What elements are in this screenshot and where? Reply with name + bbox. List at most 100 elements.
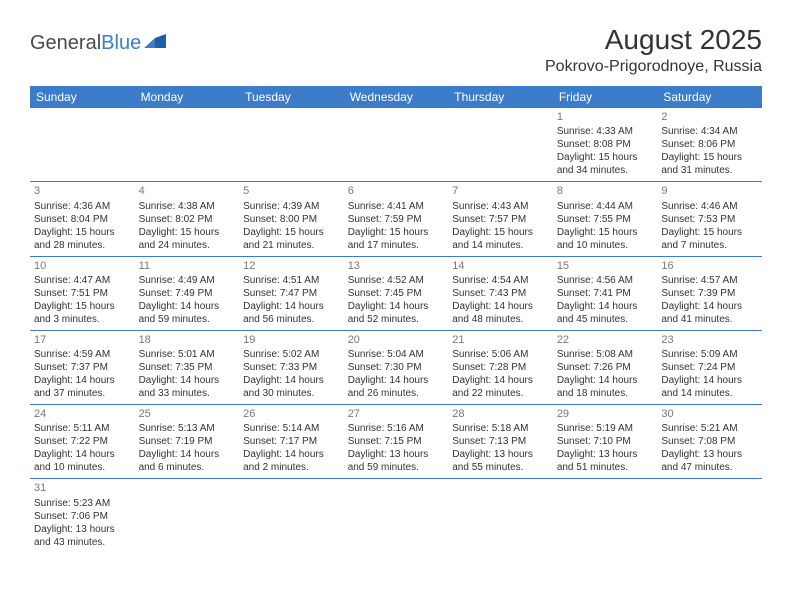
sunrise-line: Sunrise: 4:34 AM bbox=[661, 125, 758, 138]
daylight-line: Daylight: 15 hours and 17 minutes. bbox=[348, 226, 445, 252]
calendar-week-row: 17Sunrise: 4:59 AMSunset: 7:37 PM Dayligh… bbox=[30, 330, 762, 404]
day-number: 9 bbox=[661, 184, 758, 198]
sunset-line: Sunset: 7:06 PM bbox=[34, 510, 131, 523]
calendar-day-cell: 28Sunrise: 5:18 AMSunset: 7:13 PMDayligh… bbox=[448, 405, 553, 479]
sunset-line: Sunset: 7:57 PM bbox=[452, 213, 549, 226]
sunrise-line: Sunrise: 4:52 AM bbox=[348, 274, 445, 287]
day-number: 25 bbox=[139, 407, 236, 421]
sunrise-line: Sunrise: 4:59 AM bbox=[34, 348, 131, 361]
daylight-line: Daylight: 15 hours and 3 minutes. bbox=[34, 300, 131, 326]
calendar-day-cell: 13Sunrise: 4:52 AMSunset: 7:45 PMDayligh… bbox=[344, 256, 449, 330]
day-number: 30 bbox=[661, 407, 758, 421]
calendar-day-cell: 8Sunrise: 4:44 AMSunset: 7:55 PMDaylight… bbox=[553, 182, 658, 256]
calendar-empty-cell bbox=[448, 479, 553, 553]
sunrise-line: Sunrise: 4:47 AM bbox=[34, 274, 131, 287]
calendar-day-cell: 29Sunrise: 5:19 AMSunset: 7:10 PMDayligh… bbox=[553, 405, 658, 479]
calendar-day-cell: 24Sunrise: 5:11 AMSunset: 7:22 PMDayligh… bbox=[30, 405, 135, 479]
sunrise-line: Sunrise: 5:16 AM bbox=[348, 422, 445, 435]
sunrise-line: Sunrise: 4:33 AM bbox=[557, 125, 654, 138]
calendar-day-cell: 27Sunrise: 5:16 AMSunset: 7:15 PMDayligh… bbox=[344, 405, 449, 479]
sunrise-line: Sunrise: 5:18 AM bbox=[452, 422, 549, 435]
calendar-day-cell: 1Sunrise: 4:33 AMSunset: 8:08 PMDaylight… bbox=[553, 108, 658, 182]
day-number: 18 bbox=[139, 333, 236, 347]
sunset-line: Sunset: 8:08 PM bbox=[557, 138, 654, 151]
sunset-line: Sunset: 7:24 PM bbox=[661, 361, 758, 374]
calendar-day-cell: 31Sunrise: 5:23 AMSunset: 7:06 PMDayligh… bbox=[30, 479, 135, 553]
day-number: 29 bbox=[557, 407, 654, 421]
calendar-empty-cell bbox=[30, 108, 135, 182]
sunset-line: Sunset: 7:28 PM bbox=[452, 361, 549, 374]
calendar-empty-cell bbox=[657, 479, 762, 553]
calendar-empty-cell bbox=[448, 108, 553, 182]
day-number: 26 bbox=[243, 407, 340, 421]
sunset-line: Sunset: 7:10 PM bbox=[557, 435, 654, 448]
daylight-line: Daylight: 14 hours and 2 minutes. bbox=[243, 448, 340, 474]
daylight-line: Daylight: 13 hours and 55 minutes. bbox=[452, 448, 549, 474]
sunrise-line: Sunrise: 4:36 AM bbox=[34, 200, 131, 213]
sunset-line: Sunset: 7:26 PM bbox=[557, 361, 654, 374]
calendar-empty-cell bbox=[135, 479, 240, 553]
calendar-empty-cell bbox=[553, 479, 658, 553]
sunrise-line: Sunrise: 4:43 AM bbox=[452, 200, 549, 213]
sunrise-line: Sunrise: 4:51 AM bbox=[243, 274, 340, 287]
calendar-day-cell: 18Sunrise: 5:01 AMSunset: 7:35 PMDayligh… bbox=[135, 330, 240, 404]
daylight-line: Daylight: 15 hours and 28 minutes. bbox=[34, 226, 131, 252]
calendar-day-cell: 4Sunrise: 4:38 AMSunset: 8:02 PMDaylight… bbox=[135, 182, 240, 256]
calendar-day-cell: 5Sunrise: 4:39 AMSunset: 8:00 PMDaylight… bbox=[239, 182, 344, 256]
calendar-day-cell: 12Sunrise: 4:51 AMSunset: 7:47 PMDayligh… bbox=[239, 256, 344, 330]
calendar-day-cell: 17Sunrise: 4:59 AMSunset: 7:37 PMDayligh… bbox=[30, 330, 135, 404]
sunset-line: Sunset: 7:41 PM bbox=[557, 287, 654, 300]
calendar-day-cell: 15Sunrise: 4:56 AMSunset: 7:41 PMDayligh… bbox=[553, 256, 658, 330]
day-number: 10 bbox=[34, 259, 131, 273]
sunrise-line: Sunrise: 5:19 AM bbox=[557, 422, 654, 435]
calendar-day-cell: 2Sunrise: 4:34 AMSunset: 8:06 PMDaylight… bbox=[657, 108, 762, 182]
calendar-day-cell: 26Sunrise: 5:14 AMSunset: 7:17 PMDayligh… bbox=[239, 405, 344, 479]
sunset-line: Sunset: 7:37 PM bbox=[34, 361, 131, 374]
calendar-day-cell: 7Sunrise: 4:43 AMSunset: 7:57 PMDaylight… bbox=[448, 182, 553, 256]
daylight-line: Daylight: 14 hours and 10 minutes. bbox=[34, 448, 131, 474]
daylight-line: Daylight: 14 hours and 33 minutes. bbox=[139, 374, 236, 400]
calendar-header-cell: Friday bbox=[553, 86, 658, 108]
location: Pokrovo-Prigorodnoye, Russia bbox=[545, 58, 762, 76]
daylight-line: Daylight: 14 hours and 41 minutes. bbox=[661, 300, 758, 326]
day-number: 15 bbox=[557, 259, 654, 273]
calendar-day-cell: 19Sunrise: 5:02 AMSunset: 7:33 PMDayligh… bbox=[239, 330, 344, 404]
sunset-line: Sunset: 7:43 PM bbox=[452, 287, 549, 300]
calendar-header-row: SundayMondayTuesdayWednesdayThursdayFrid… bbox=[30, 86, 762, 108]
calendar-header-cell: Sunday bbox=[30, 86, 135, 108]
calendar-day-cell: 6Sunrise: 4:41 AMSunset: 7:59 PMDaylight… bbox=[344, 182, 449, 256]
calendar-day-cell: 25Sunrise: 5:13 AMSunset: 7:19 PMDayligh… bbox=[135, 405, 240, 479]
daylight-line: Daylight: 13 hours and 59 minutes. bbox=[348, 448, 445, 474]
calendar-header-cell: Saturday bbox=[657, 86, 762, 108]
calendar-empty-cell bbox=[344, 479, 449, 553]
day-number: 17 bbox=[34, 333, 131, 347]
month-title: August 2025 bbox=[545, 24, 762, 56]
daylight-line: Daylight: 13 hours and 43 minutes. bbox=[34, 523, 131, 549]
sunset-line: Sunset: 7:13 PM bbox=[452, 435, 549, 448]
daylight-line: Daylight: 15 hours and 21 minutes. bbox=[243, 226, 340, 252]
sunset-line: Sunset: 7:17 PM bbox=[243, 435, 340, 448]
calendar-empty-cell bbox=[239, 108, 344, 182]
sunset-line: Sunset: 8:04 PM bbox=[34, 213, 131, 226]
logo: GeneralBlue bbox=[30, 32, 166, 55]
day-number: 28 bbox=[452, 407, 549, 421]
day-number: 13 bbox=[348, 259, 445, 273]
daylight-line: Daylight: 14 hours and 45 minutes. bbox=[557, 300, 654, 326]
sunrise-line: Sunrise: 5:21 AM bbox=[661, 422, 758, 435]
daylight-line: Daylight: 14 hours and 56 minutes. bbox=[243, 300, 340, 326]
day-number: 8 bbox=[557, 184, 654, 198]
sunrise-line: Sunrise: 5:13 AM bbox=[139, 422, 236, 435]
sunset-line: Sunset: 7:15 PM bbox=[348, 435, 445, 448]
sunset-line: Sunset: 7:49 PM bbox=[139, 287, 236, 300]
calendar-week-row: 3Sunrise: 4:36 AMSunset: 8:04 PMDaylight… bbox=[30, 182, 762, 256]
calendar-day-cell: 21Sunrise: 5:06 AMSunset: 7:28 PMDayligh… bbox=[448, 330, 553, 404]
daylight-line: Daylight: 14 hours and 48 minutes. bbox=[452, 300, 549, 326]
sunset-line: Sunset: 7:33 PM bbox=[243, 361, 340, 374]
calendar-week-row: 31Sunrise: 5:23 AMSunset: 7:06 PMDayligh… bbox=[30, 479, 762, 553]
calendar-day-cell: 23Sunrise: 5:09 AMSunset: 7:24 PMDayligh… bbox=[657, 330, 762, 404]
sunset-line: Sunset: 7:47 PM bbox=[243, 287, 340, 300]
calendar-header-cell: Monday bbox=[135, 86, 240, 108]
daylight-line: Daylight: 14 hours and 26 minutes. bbox=[348, 374, 445, 400]
header: GeneralBlue August 2025 Pokrovo-Prigorod… bbox=[30, 24, 762, 76]
day-number: 16 bbox=[661, 259, 758, 273]
